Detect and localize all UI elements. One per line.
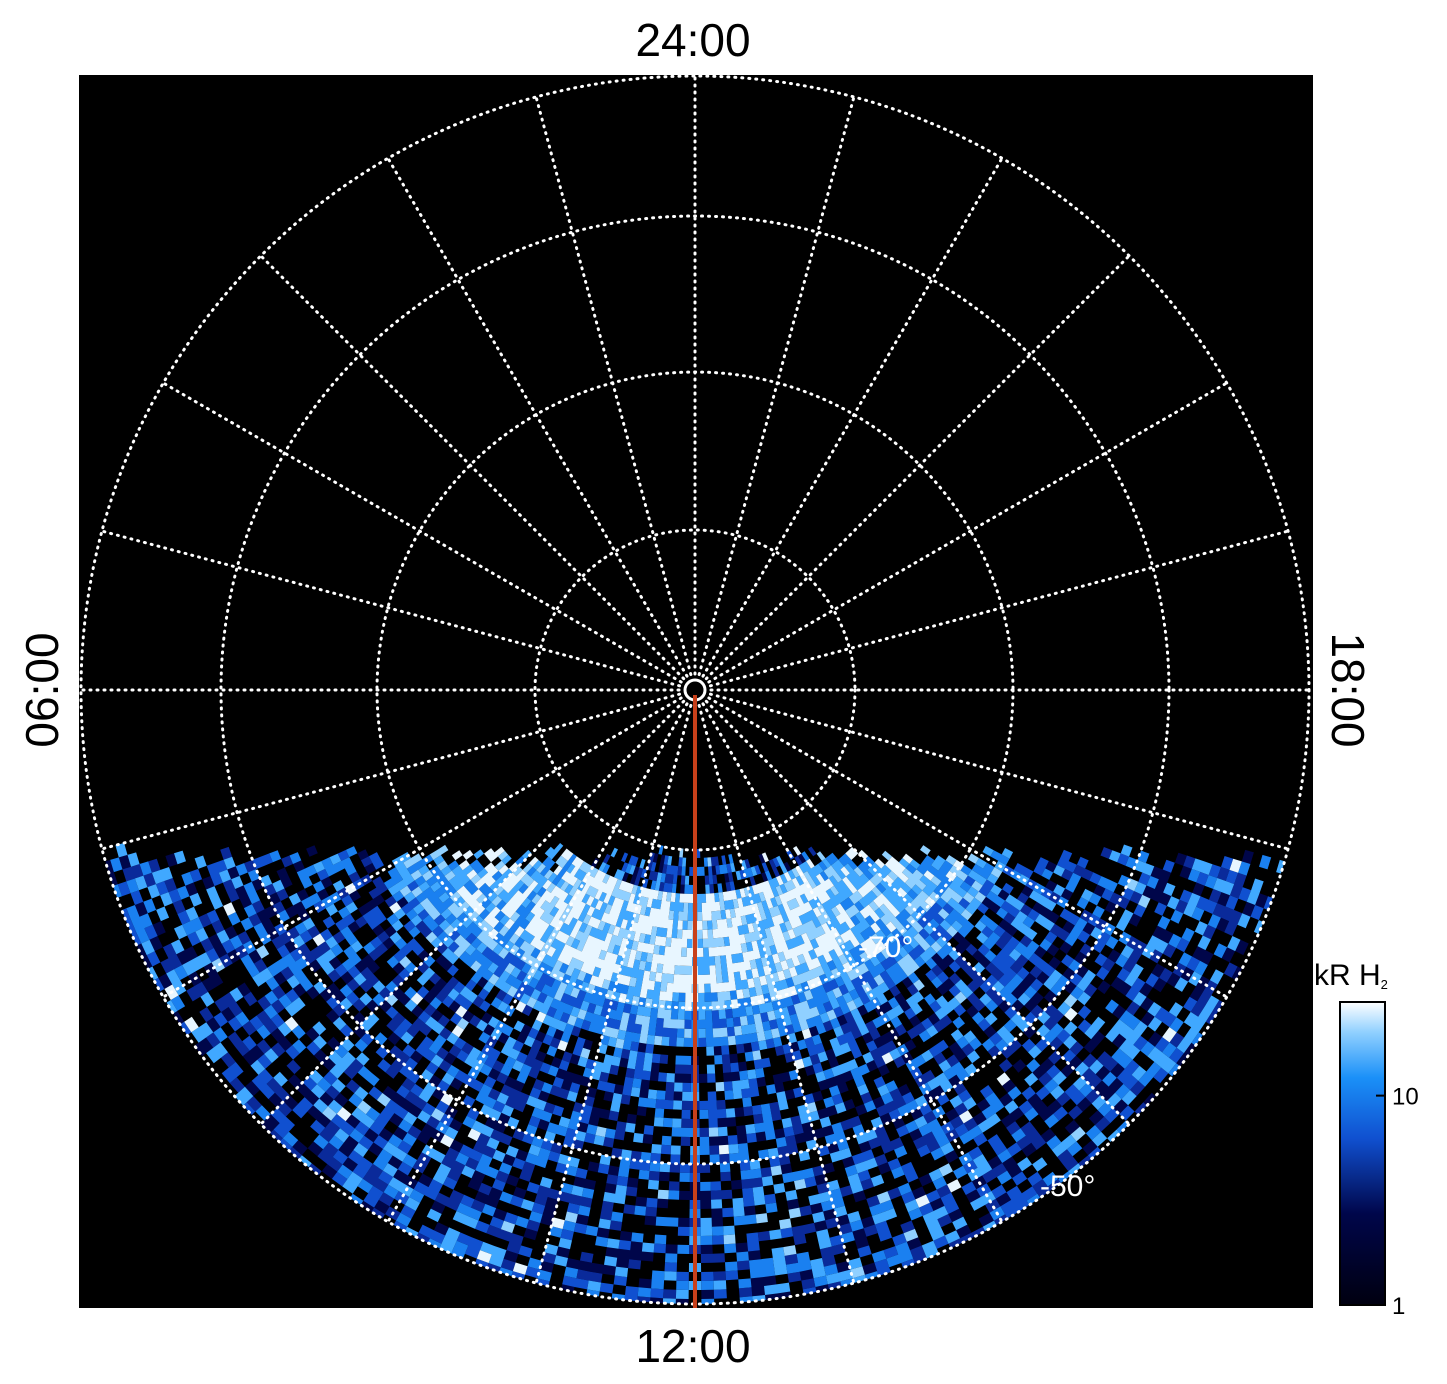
- lt-label-top: 24:00: [635, 14, 750, 66]
- meridian: [161, 381, 683, 684]
- meridian: [701, 156, 1004, 678]
- colorbar-tick-label: 10: [1392, 1084, 1419, 1111]
- meridian: [386, 702, 689, 1224]
- meridian: [259, 699, 686, 1126]
- meridian: [707, 381, 1229, 684]
- latitude-label: -70°: [858, 931, 913, 964]
- meridian: [161, 696, 683, 999]
- meridian: [701, 702, 1004, 1224]
- meridian: [534, 95, 693, 677]
- lt-label-right: 18:00: [1322, 632, 1374, 747]
- meridian: [534, 703, 693, 1285]
- latitude-label: -50°: [1040, 1170, 1095, 1203]
- meridian: [100, 529, 682, 688]
- meridian: [704, 699, 1131, 1126]
- meridian: [386, 156, 689, 678]
- meridian: [259, 254, 686, 681]
- emission-cells: [164, 846, 1242, 1275]
- meridian: [697, 703, 856, 1285]
- meridian: [697, 95, 856, 677]
- colorbar-label-main: kR H: [1314, 959, 1381, 992]
- latitude-circle: [79, 74, 1311, 1306]
- colorbar-label-sub: 2: [1381, 977, 1388, 992]
- colorbar-ticks: 1 10: [1376, 1084, 1419, 1320]
- aurora-emission: [92, 843, 1298, 1304]
- colorbar-tick-label: 1: [1392, 1293, 1405, 1320]
- lt-label-left: 06:00: [16, 632, 68, 747]
- colorbar-label: kR H2: [1314, 959, 1388, 992]
- meridian: [707, 696, 1229, 999]
- meridian: [708, 529, 1290, 688]
- polar-grid: [79, 74, 1311, 1306]
- meridian: [704, 254, 1131, 681]
- meridian: [708, 692, 1290, 851]
- colorbar: [1339, 1001, 1386, 1306]
- emission-cells: [96, 848, 1277, 1304]
- emission-cells: [92, 843, 1289, 1304]
- lt-label-bottom: 12:00: [635, 1320, 750, 1372]
- meridian: [100, 692, 682, 851]
